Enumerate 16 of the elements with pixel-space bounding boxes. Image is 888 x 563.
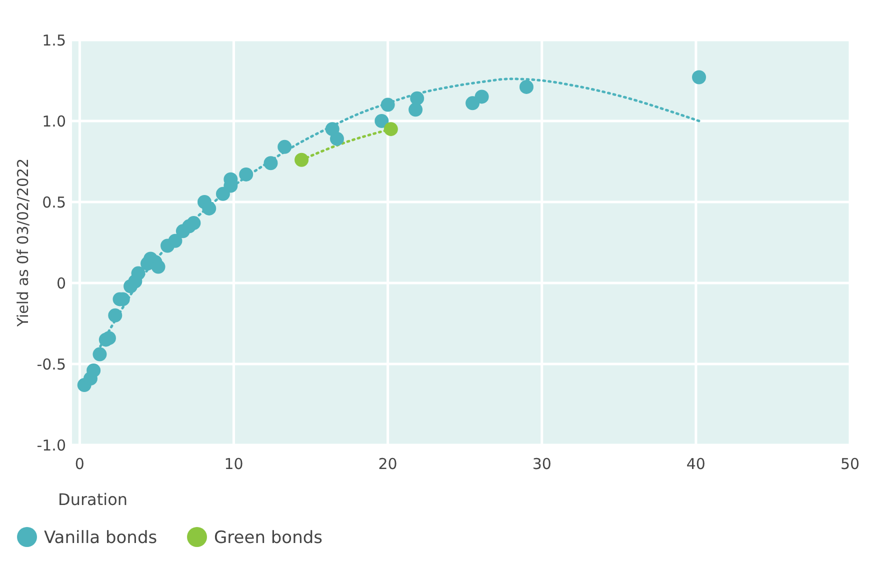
- y-tick-label: 0: [56, 274, 66, 292]
- legend-label: Vanilla bonds: [44, 528, 158, 548]
- x-tick-label: 0: [74, 455, 84, 473]
- legend-label: Green bonds: [214, 528, 323, 548]
- x-tick-label: 40: [686, 455, 706, 473]
- x-axis-title: Duration: [58, 490, 128, 509]
- y-tick-label: -1.0: [36, 436, 66, 454]
- x-tick-label: 10: [224, 455, 244, 473]
- y-tick-label: 0.5: [42, 193, 66, 212]
- y-tick-label: 1.5: [42, 31, 66, 50]
- x-tick-label: 50: [840, 455, 860, 473]
- y-axis-title: Yield as 0f 03/02/2022: [14, 158, 32, 328]
- x-tick-label: 20: [378, 455, 398, 473]
- x-tick-label: 30: [532, 455, 552, 473]
- y-tick-label: -0.5: [36, 355, 66, 374]
- y-tick-label: 1.0: [42, 112, 66, 130]
